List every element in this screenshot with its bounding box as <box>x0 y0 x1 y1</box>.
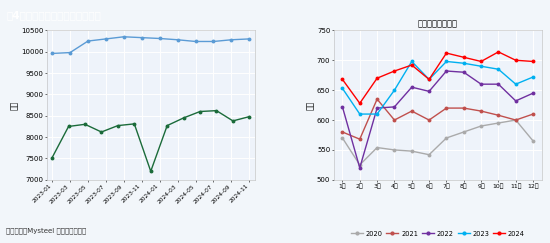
2020 <box>443 137 450 139</box>
2023 <box>409 60 415 63</box>
2022 <box>443 69 450 72</box>
2023 <box>513 83 519 86</box>
2024 <box>495 51 502 53</box>
2020 <box>460 130 467 133</box>
2024 <box>513 59 519 62</box>
2022 <box>530 92 536 95</box>
2024 <box>460 56 467 59</box>
Y-axis label: 万吨: 万吨 <box>306 100 315 110</box>
2022 <box>409 86 415 89</box>
Line: 2024: 2024 <box>341 51 535 104</box>
2021 <box>460 107 467 110</box>
Line: 2023: 2023 <box>341 60 535 115</box>
2024 <box>426 78 432 81</box>
2024 <box>356 102 363 105</box>
2022 <box>356 166 363 169</box>
2024 <box>443 52 450 54</box>
2024 <box>374 77 381 80</box>
2022 <box>495 83 502 86</box>
Legend: 2020, 2021, 2022, 2023, 2024: 2020, 2021, 2022, 2023, 2024 <box>348 228 527 239</box>
2022 <box>391 105 398 108</box>
2024 <box>409 64 415 67</box>
2024 <box>391 69 398 72</box>
2020 <box>478 125 485 128</box>
2023 <box>530 76 536 78</box>
2024 <box>530 60 536 63</box>
2020 <box>530 139 536 142</box>
Text: 图4：中国氧化铝运行产能及产量: 图4：中国氧化铝运行产能及产量 <box>7 10 101 20</box>
2020 <box>374 146 381 149</box>
Y-axis label: 万吨: 万吨 <box>10 100 19 110</box>
2020 <box>409 150 415 153</box>
2021 <box>530 113 536 115</box>
Line: 2022: 2022 <box>341 70 535 169</box>
2022 <box>478 83 485 86</box>
2023 <box>339 87 346 90</box>
Text: 资料来源：Mysteel 新湖期货研究所: 资料来源：Mysteel 新湖期货研究所 <box>6 228 86 234</box>
2023 <box>374 113 381 115</box>
2021 <box>391 119 398 122</box>
2023 <box>356 113 363 115</box>
2020 <box>391 148 398 151</box>
2022 <box>374 107 381 110</box>
2020 <box>513 119 519 122</box>
2022 <box>339 105 346 108</box>
2021 <box>513 119 519 122</box>
2021 <box>409 110 415 113</box>
2023 <box>460 62 467 65</box>
2021 <box>374 98 381 101</box>
2022 <box>426 90 432 93</box>
2023 <box>478 65 485 68</box>
2023 <box>495 68 502 71</box>
2023 <box>391 89 398 92</box>
Line: 2021: 2021 <box>341 98 535 140</box>
2020 <box>495 122 502 124</box>
2024 <box>478 60 485 63</box>
Title: 冶炼级氧化铝产量: 冶炼级氧化铝产量 <box>418 19 458 28</box>
2020 <box>426 153 432 156</box>
2024 <box>339 78 346 81</box>
2023 <box>426 78 432 81</box>
2021 <box>426 119 432 122</box>
2022 <box>513 99 519 102</box>
2021 <box>443 107 450 110</box>
2021 <box>339 130 346 133</box>
2023 <box>443 60 450 63</box>
2020 <box>339 137 346 139</box>
Line: 2020: 2020 <box>341 119 535 166</box>
2021 <box>495 114 502 117</box>
2021 <box>356 138 363 141</box>
2022 <box>460 71 467 74</box>
2021 <box>478 110 485 113</box>
2020 <box>356 163 363 166</box>
